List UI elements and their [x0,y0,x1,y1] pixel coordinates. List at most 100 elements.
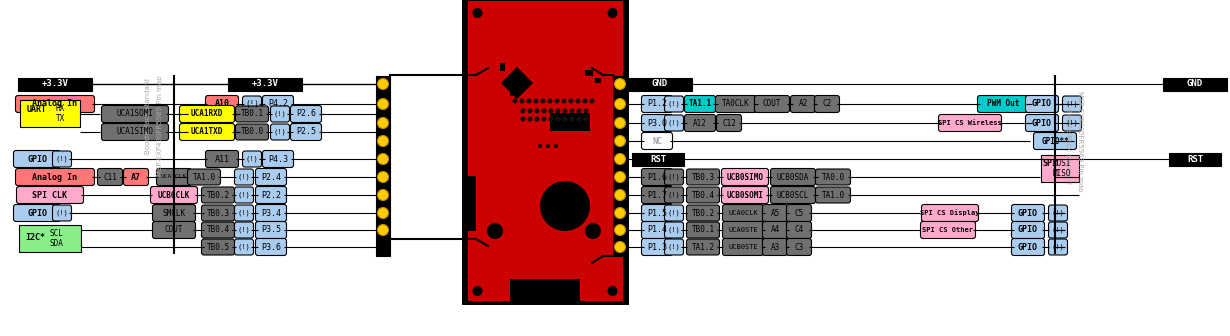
FancyBboxPatch shape [16,168,95,185]
Circle shape [378,135,389,146]
FancyBboxPatch shape [786,239,812,255]
FancyBboxPatch shape [1048,205,1068,221]
Text: UCA1SOMI: UCA1SOMI [117,110,154,119]
FancyBboxPatch shape [14,205,60,221]
Circle shape [577,109,582,114]
Text: TB0.0: TB0.0 [240,127,263,136]
FancyBboxPatch shape [1011,205,1044,221]
Circle shape [547,98,552,103]
FancyBboxPatch shape [1026,95,1059,113]
Text: TB0.5: TB0.5 [207,243,230,252]
Text: (!): (!) [246,156,258,162]
Text: P1.2: P1.2 [647,99,667,109]
FancyBboxPatch shape [642,186,673,204]
Text: MISO: MISO [1053,168,1071,177]
Text: PWM Out: PWM Out [986,99,1020,109]
Text: TA1.2: TA1.2 [691,243,715,252]
Circle shape [555,98,560,103]
FancyBboxPatch shape [235,239,253,255]
Text: GPIO: GPIO [1018,243,1038,252]
FancyBboxPatch shape [16,95,95,113]
Text: TB0.4: TB0.4 [207,225,230,235]
FancyBboxPatch shape [205,95,239,113]
Bar [467,176,476,231]
Text: A12: A12 [692,119,707,127]
Text: GPIO: GPIO [1018,225,1038,235]
Text: RST: RST [1187,155,1203,164]
Text: P2.6: P2.6 [296,110,316,119]
FancyBboxPatch shape [262,151,294,168]
Text: (!): (!) [1065,101,1079,107]
Circle shape [568,98,573,103]
FancyBboxPatch shape [763,221,787,239]
Circle shape [569,117,574,122]
Text: (!): (!) [668,101,680,107]
FancyBboxPatch shape [180,124,235,140]
FancyBboxPatch shape [664,205,684,221]
FancyBboxPatch shape [202,222,235,238]
Text: P3.0: P3.0 [647,119,667,127]
Text: (!): (!) [1065,120,1079,126]
Text: TA0CLK: TA0CLK [722,99,750,109]
Text: C4: C4 [795,225,803,235]
Bar [18,225,81,252]
FancyBboxPatch shape [642,132,673,150]
Circle shape [526,98,531,103]
Bar [531,0,558,1]
Circle shape [585,223,601,239]
FancyBboxPatch shape [754,95,790,113]
Text: RST: RST [649,155,667,164]
FancyBboxPatch shape [664,115,684,131]
Text: GPIO: GPIO [27,155,47,164]
Circle shape [472,286,482,296]
Text: TB0.1: TB0.1 [691,225,715,235]
Text: UCA0STE: UCA0STE [728,227,758,233]
Circle shape [378,98,389,110]
Text: (!): (!) [237,210,251,216]
Text: P1.4: P1.4 [647,225,667,235]
FancyBboxPatch shape [686,169,720,185]
Text: C5: C5 [795,209,803,217]
Text: SDA: SDA [49,239,63,248]
Text: TA0.0: TA0.0 [822,172,845,181]
Circle shape [556,109,561,114]
Circle shape [556,117,561,122]
FancyBboxPatch shape [202,205,235,221]
Circle shape [378,118,389,128]
Circle shape [608,286,617,296]
FancyBboxPatch shape [235,106,268,122]
FancyBboxPatch shape [235,169,253,185]
Text: Analog In: Analog In [32,99,77,109]
FancyBboxPatch shape [770,186,815,204]
Text: P1.5: P1.5 [647,209,667,217]
FancyBboxPatch shape [716,95,756,113]
FancyBboxPatch shape [1011,239,1044,255]
FancyBboxPatch shape [686,239,720,255]
Circle shape [378,224,389,236]
Circle shape [528,117,533,122]
FancyBboxPatch shape [722,221,764,239]
Circle shape [583,98,588,103]
FancyBboxPatch shape [235,124,268,140]
Text: UCA1RXD: UCA1RXD [191,110,223,119]
Circle shape [562,109,567,114]
Text: TB0.2: TB0.2 [691,209,715,217]
FancyBboxPatch shape [1033,132,1076,150]
Circle shape [583,109,588,114]
Text: P1.6: P1.6 [647,172,667,181]
FancyBboxPatch shape [685,115,716,131]
Circle shape [378,190,389,201]
Text: MSP-EXP430FR5969 Pin map: MSP-EXP430FR5969 Pin map [157,76,164,176]
FancyBboxPatch shape [187,169,220,185]
FancyBboxPatch shape [685,95,716,113]
Text: Analog In: Analog In [32,172,77,181]
Text: GND: GND [1187,80,1203,88]
Circle shape [554,144,558,148]
Circle shape [472,8,482,18]
Circle shape [487,223,503,239]
Circle shape [528,109,533,114]
Text: GPIO**: GPIO** [1041,136,1069,145]
FancyBboxPatch shape [921,205,979,221]
FancyBboxPatch shape [242,151,262,167]
Text: (!): (!) [55,156,69,162]
